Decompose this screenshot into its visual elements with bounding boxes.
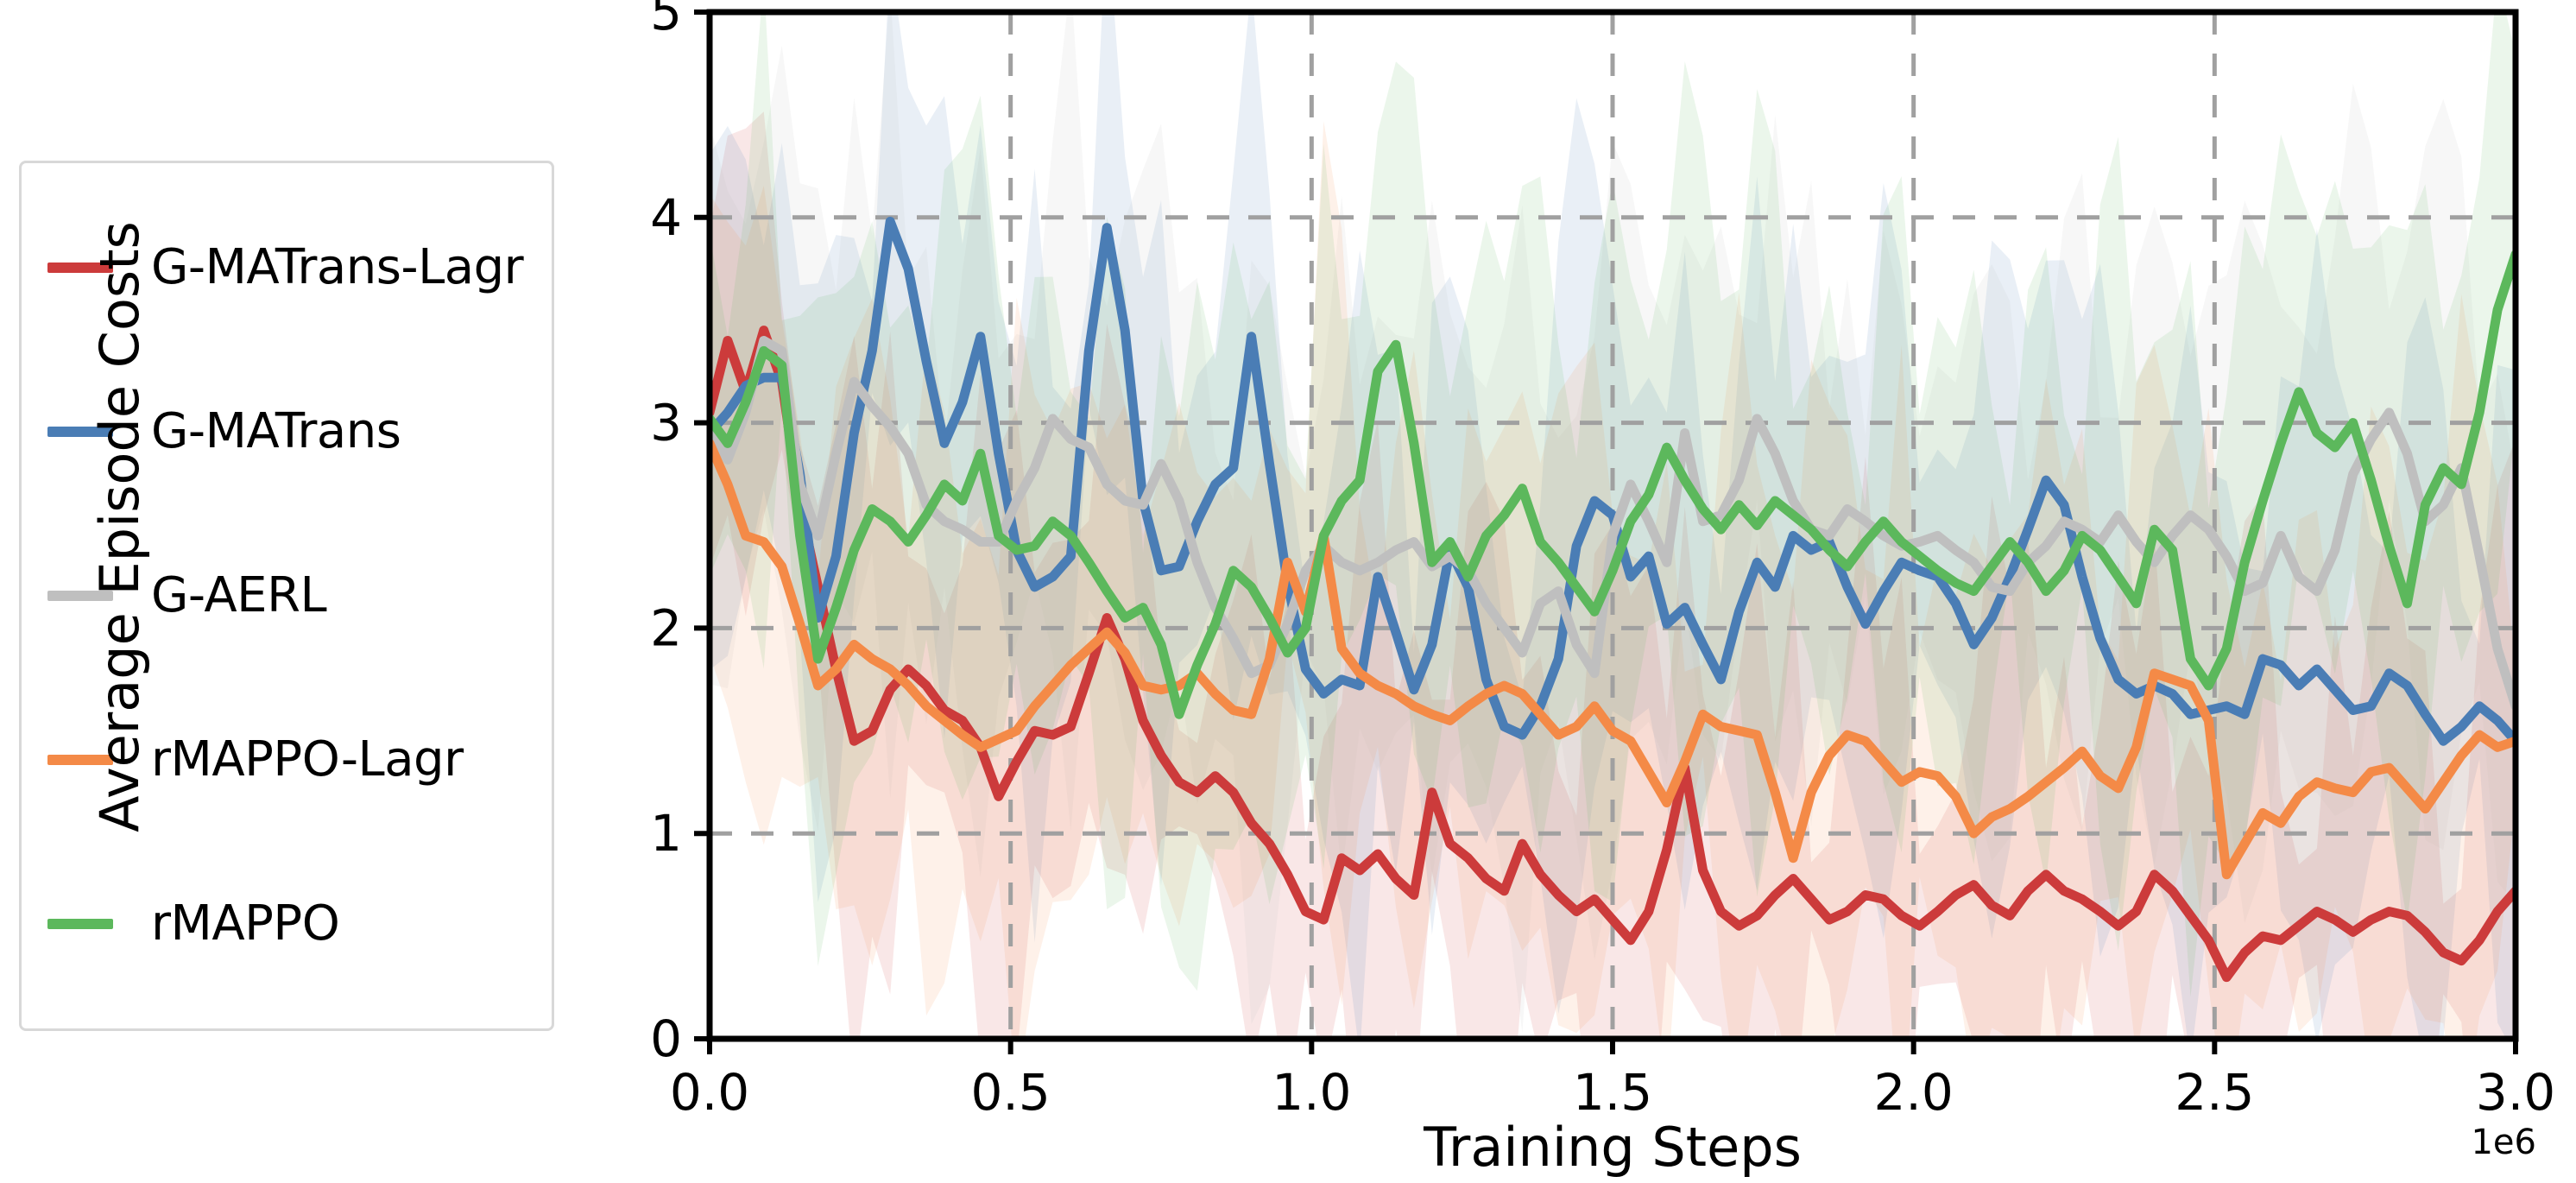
legend-entry[interactable]: G-AERL <box>22 566 552 626</box>
legend-entry[interactable]: rMAPPO <box>22 894 552 954</box>
legend-color-swatch <box>47 591 113 601</box>
x-tick-label: 2.5 <box>2175 1063 2254 1122</box>
legend-entry[interactable]: G-MATrans <box>22 402 552 462</box>
y-tick-label: 0 <box>650 1009 682 1068</box>
legend-label: G-MATrans-Lagr <box>151 239 524 295</box>
y-tick-label: 3 <box>650 394 682 452</box>
x-axis-label: Training Steps <box>1424 1116 1802 1179</box>
x-tick-label: 2.0 <box>1874 1063 1954 1122</box>
legend-label: G-MATrans <box>151 403 401 459</box>
y-tick-label: 2 <box>650 598 682 657</box>
legend-color-swatch <box>47 263 113 273</box>
y-tick-label: 1 <box>650 804 682 863</box>
x-axis-offset-text: 1e6 <box>2471 1123 2536 1162</box>
series-line-g-aerl <box>710 335 2516 712</box>
x-tick-label: 1.5 <box>1573 1063 1652 1122</box>
series-line-rmappo <box>710 250 2516 719</box>
legend-color-swatch <box>47 755 113 765</box>
legend-label: G-AERL <box>151 567 327 623</box>
legend-label: rMAPPO-Lagr <box>151 731 464 788</box>
series-line-g-matrans-lagr <box>710 326 2516 983</box>
x-tick-label: 0.0 <box>670 1063 749 1122</box>
chart-legend: G-MATrans-Lagr G-MATrans G-AERL rMAPPO-Lagr… <box>19 161 554 1031</box>
x-tick-label: 1.0 <box>1272 1063 1351 1122</box>
x-tick-label: 0.5 <box>971 1063 1051 1122</box>
legend-color-swatch <box>47 427 113 437</box>
legend-color-swatch <box>47 919 113 929</box>
series-lines-group <box>710 217 2516 983</box>
series-line-rmappo-lagr <box>710 438 2516 880</box>
y-tick-label: 5 <box>650 0 682 41</box>
legend-entry[interactable]: rMAPPO-Lagr <box>22 730 552 790</box>
legend-entry[interactable]: G-MATrans-Lagr <box>22 237 552 298</box>
legend-label: rMAPPO <box>151 895 340 952</box>
x-tick-label: 3.0 <box>2476 1063 2555 1122</box>
axis-ticks-group: 0 1 2 3 4 5 0.0 0.5 1.0 1.5 2.0 2.5 3.0 <box>650 0 2555 1122</box>
y-tick-label: 4 <box>650 188 682 247</box>
